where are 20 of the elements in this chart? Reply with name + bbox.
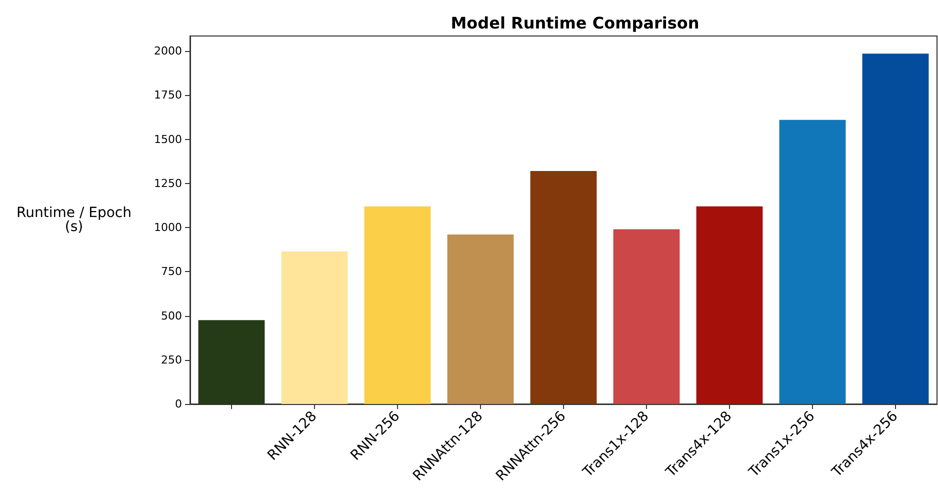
y-tick-label: 0 [175,398,182,410]
bar [364,206,431,404]
bar [696,206,763,404]
bar [447,234,514,404]
y-tick-label: 1000 [154,221,182,234]
bar [530,171,597,404]
chart-title: Model Runtime Comparison [450,14,700,32]
y-tick-label: 1500 [154,132,182,146]
bar [613,229,680,404]
bar [198,320,265,404]
y-tick-label: 750 [161,265,182,278]
bar [779,120,846,404]
y-tick-label: 1250 [154,176,182,190]
y-axis-title: Runtime / Epoch (s) [16,205,132,235]
bar [281,251,348,404]
y-tick-label: 500 [161,309,182,322]
y-tick-label: 2000 [154,44,182,58]
y-tick-label: 250 [161,353,182,366]
y-tick-label: 1750 [154,88,182,102]
bar [862,54,929,404]
